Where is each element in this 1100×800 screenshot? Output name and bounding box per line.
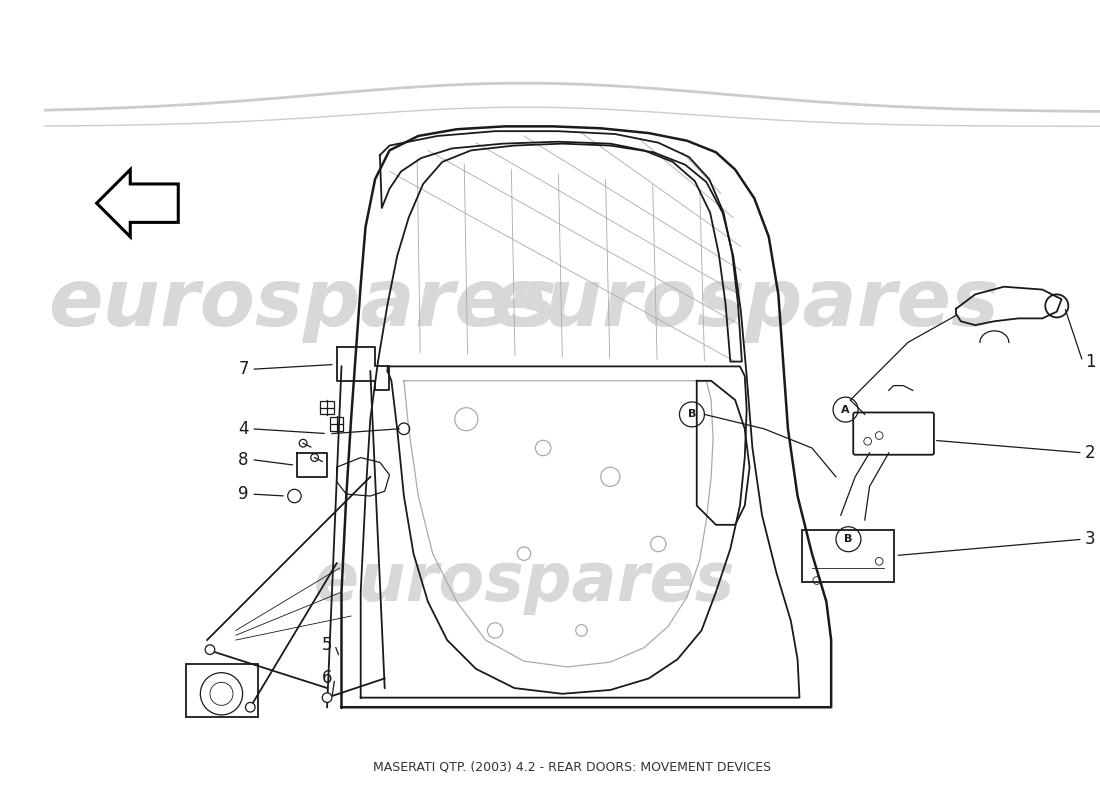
Bar bbox=[802, 530, 893, 582]
Text: eurospares: eurospares bbox=[48, 265, 558, 343]
Text: 9: 9 bbox=[239, 485, 249, 503]
Circle shape bbox=[245, 702, 255, 712]
Text: 1: 1 bbox=[1085, 353, 1096, 370]
Text: 3: 3 bbox=[1085, 530, 1096, 548]
Text: B: B bbox=[845, 534, 853, 544]
Bar bbox=[320, 401, 333, 414]
Text: 6: 6 bbox=[322, 670, 332, 687]
Text: 5: 5 bbox=[322, 636, 332, 654]
Text: 2: 2 bbox=[1085, 444, 1096, 462]
Text: A: A bbox=[842, 405, 850, 414]
Text: 8: 8 bbox=[239, 450, 249, 469]
Text: 7: 7 bbox=[239, 360, 249, 378]
Text: MASERATI QTP. (2003) 4.2 - REAR DOORS: MOVEMENT DEVICES: MASERATI QTP. (2003) 4.2 - REAR DOORS: M… bbox=[373, 760, 771, 774]
Circle shape bbox=[322, 693, 332, 702]
Text: B: B bbox=[688, 410, 696, 419]
Circle shape bbox=[206, 645, 214, 654]
Text: eurospares: eurospares bbox=[491, 265, 999, 343]
Bar bbox=[186, 664, 258, 717]
Text: 4: 4 bbox=[239, 420, 249, 438]
Bar bbox=[330, 418, 343, 430]
Text: eurospares: eurospares bbox=[314, 550, 735, 615]
